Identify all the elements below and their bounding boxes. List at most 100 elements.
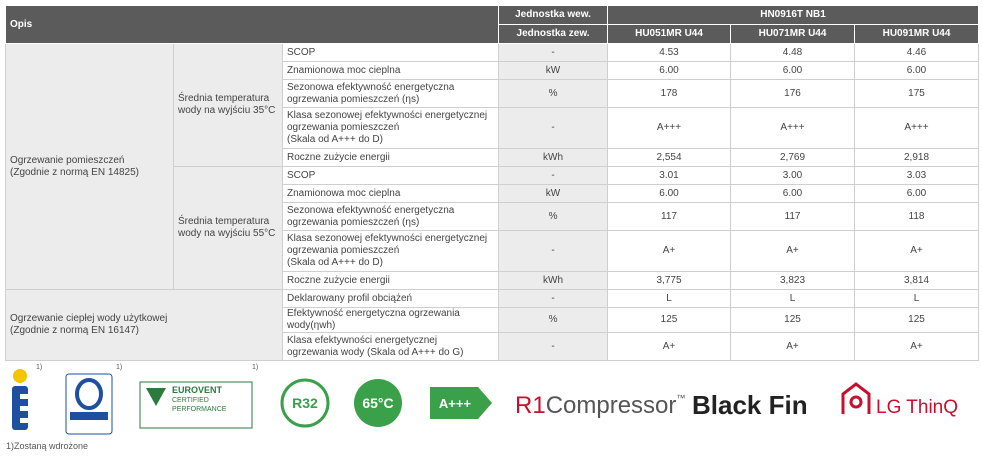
eurovent-text: CERTIFIED [172,397,209,404]
eurovent-text: PERFORMANCE [172,406,227,413]
param-cell: SCOP [281,166,500,185]
param-cell: Sezonowa efektywność energetyczna ogrzewa… [281,202,500,231]
param-line: Znamionowa moc cieplna [287,64,401,76]
footnote: 1)Zostaną wdrożone [6,441,89,451]
section-label-line: (Zgodnie z normą EN 14825) [10,166,139,178]
param-cell: Klasa sezonowej efektywności energetyczn… [281,107,500,149]
param-line: Deklarowany profil obciążeń [287,292,413,304]
group-label-line: Średnia temperatura [178,93,270,104]
value-cell: 125 [607,307,732,333]
value-cell: 125 [730,307,856,333]
value-cell: 2,554 [607,148,732,167]
compressor: Compressor [546,392,677,419]
param-line: Klasa sezonowej efektywności energetyczn… [287,233,488,244]
data-row: Roczne zużycie energii kWh 2,554 2,769 2,918 [6,148,980,167]
value-cell: 6.00 [730,61,856,80]
note-marker: 1) [36,364,42,371]
value-cell: 3,814 [854,271,980,290]
header-unit: Jednostka zew. [498,24,609,44]
section-label: Ogrzewanie pomieszczeń (Zgodnie z normą E… [5,43,174,290]
param-line: Znamionowa moc cieplna [287,187,401,199]
value-cell: L [854,289,980,308]
unit-cell: % [498,79,609,108]
unit-cell: - [498,332,609,361]
value-cell: 6.00 [607,61,732,80]
value-cell: 3,775 [607,271,732,290]
value-cell: 2,769 [730,148,856,167]
energy-class-text: A+++ [439,396,472,411]
param-cell: Klasa efektywności energetycznej ogrzewan… [281,332,500,361]
param-cell: Efektywność energetyczna ogrzewania wody… [281,307,500,333]
data-row: Klasa efektywności energetycznej ogrzewan… [6,332,980,361]
unit-cell: - [498,43,609,62]
value-cell: 6.00 [854,184,980,203]
section-label: Ogrzewanie ciepłej wody użytkowej (Zgodni… [5,289,283,361]
value-cell: A+ [730,332,856,361]
param-line: ogrzewania pomieszczeń [287,245,400,256]
value-cell: A+ [854,230,980,272]
logos: 1) 1) EUROVENT CERTIFIED PERFORMANCE 1) … [12,364,958,435]
param-line: Roczne zużycie energii [287,274,390,286]
unit-cell: kWh [498,148,609,167]
group-label: Średnia temperatura wody na wyjściu 35°C [173,43,283,167]
value-cell: 4.46 [854,43,980,62]
r32-text: R32 [292,395,318,411]
value-cell: L [607,289,732,308]
value-cell: 6.00 [854,61,980,80]
eurovent-logo: EUROVENT CERTIFIED PERFORMANCE [139,381,253,429]
tm: ™ [676,393,685,403]
unit-cell: - [498,230,609,272]
unit-cell: kW [498,61,609,80]
param-line: Roczne zużycie energii [287,151,390,163]
group-label-line: wody na wyjściu 35°C [178,105,276,116]
note-marker: 1) [252,364,258,371]
unit-cell: - [498,107,609,149]
param-line: ogrzewania pomieszczeń [287,122,400,133]
param-cell: Znamionowa moc cieplna [281,184,500,203]
energy-arrow [430,387,492,419]
param-line: Efektywność energetyczna ogrzewania wody… [287,308,460,331]
header-model: HU051MR U44 [607,24,732,44]
param-line: SCOP [287,169,316,181]
value-cell: 2,918 [854,148,980,167]
section-label-line: (Zgodnie z normą EN 16147) [10,325,139,336]
value-cell: 176 [730,79,856,108]
data-row: Znamionowa moc cieplna kW 6.00 6.00 6.00 [6,184,980,203]
section-label-line: Ogrzewanie pomieszczeń [10,154,125,166]
r1: R1 [515,392,546,419]
value-cell: 3.01 [607,166,732,185]
value-cell: 3.00 [730,166,856,185]
param-line: ogrzewania pomieszczeń (ηs) [287,93,420,105]
header-model: HU091MR U44 [854,24,980,44]
header-model-group: HN0916T NB1 [607,5,980,25]
data-row: Ogrzewanie pomieszczeń (Zgodnie z normą E… [5,43,980,290]
data-row: Znamionowa moc cieplna kW 6.00 6.00 6.00 [6,61,980,80]
param-cell: Znamionowa moc cieplna [281,61,500,80]
eurovent-text: EUROVENT [172,385,223,395]
param-cell: Roczne zużycie energii [281,271,500,290]
quality-label-icon [65,373,113,435]
value-cell: A+ [730,230,856,272]
header-row: Opis Jednostka wew. HN0916T NB1 [4,5,980,44]
param-cell: Sezonowa efektywność energetyczna ogrzewa… [281,79,500,108]
value-cell: 3.03 [854,166,980,185]
unit-cell: % [498,307,609,333]
black-fin: Black Fin [692,390,808,420]
value-cell: 4.53 [607,43,732,62]
unit-cell: - [498,166,609,185]
note-marker: 1) [116,364,122,371]
header-opis: Opis [4,5,500,44]
data-row: Ogrzewanie ciepłej wody użytkowej (Zgodni… [5,289,980,361]
group-label-line: Średnia temperatura [178,216,270,227]
value-cell: 4.48 [730,43,856,62]
param-line: Sezonowa efektywność energetyczna [287,81,455,93]
value-cell: A+ [607,230,732,272]
r32-badge [280,378,330,428]
unit-cell: kW [498,184,609,203]
param-line: (Skala od A+++ do D) [287,257,383,268]
group-label-line: wody na wyjściu 55°C [178,228,276,239]
value-cell: A+ [607,332,732,361]
param-cell: Roczne zużycie energii [281,148,500,167]
section-label-line: Ogrzewanie ciepłej wody użytkowej [10,313,168,324]
param-line: (Skala od A+++ do D) [287,134,383,145]
